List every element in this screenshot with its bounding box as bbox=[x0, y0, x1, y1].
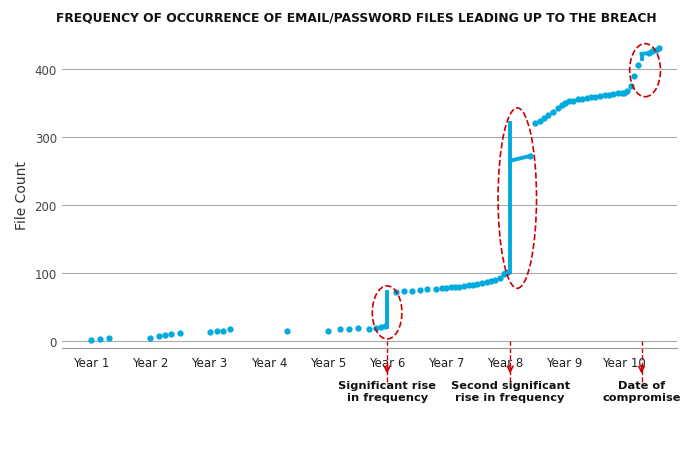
Text: Date of
compromise: Date of compromise bbox=[602, 381, 681, 402]
Text: FREQUENCY OF OCCURRENCE OF EMAIL/PASSWORD FILES LEADING UP TO THE BREACH: FREQUENCY OF OCCURRENCE OF EMAIL/PASSWOR… bbox=[56, 11, 657, 24]
Text: Second significant
rise in frequency: Second significant rise in frequency bbox=[451, 381, 570, 402]
Y-axis label: File Count: File Count bbox=[15, 161, 29, 230]
Text: Significant rise
in frequency: Significant rise in frequency bbox=[338, 381, 436, 402]
